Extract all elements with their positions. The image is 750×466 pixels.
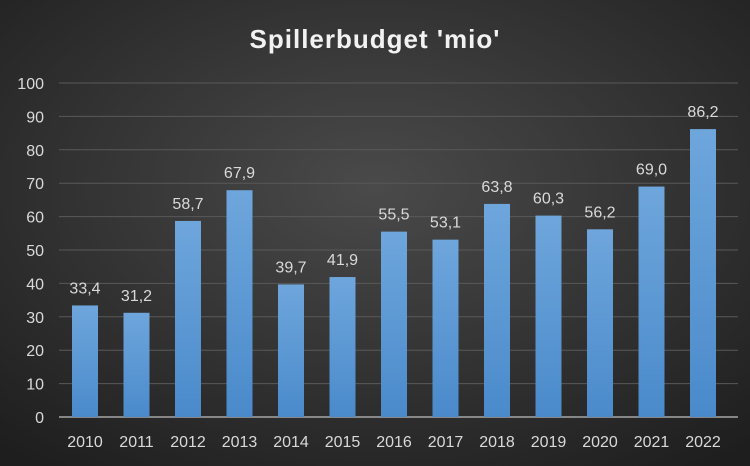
bar-2016 (381, 231, 407, 417)
bar-2015 (329, 277, 356, 417)
bar-2013 (226, 190, 253, 417)
data-label: 86,2 (687, 104, 718, 121)
y-tick-label: 30 (26, 310, 44, 327)
data-label: 69,0 (636, 162, 667, 179)
bar-2022 (690, 129, 716, 418)
x-tick-label: 2022 (685, 434, 721, 451)
bar-2010 (72, 305, 98, 417)
y-tick-label: 90 (26, 109, 44, 126)
x-tick-label: 2021 (634, 434, 670, 451)
data-label: 63,8 (481, 179, 512, 196)
bar-2020 (587, 229, 613, 417)
bar-2019 (535, 215, 562, 417)
x-tick-label: 2014 (273, 434, 309, 451)
data-label: 41,9 (327, 252, 358, 269)
x-tick-label: 2015 (325, 434, 361, 451)
data-label: 39,7 (275, 259, 306, 276)
bar-2021 (638, 186, 665, 417)
y-tick-label: 40 (26, 276, 44, 293)
x-tick-label: 2013 (222, 434, 258, 451)
y-tick-label: 80 (26, 143, 44, 160)
x-tick-label: 2010 (67, 434, 103, 451)
data-label: 55,5 (378, 207, 409, 224)
x-tick-label: 2019 (531, 434, 567, 451)
bar-2011 (123, 312, 150, 417)
data-label: 53,1 (430, 215, 461, 232)
data-label: 58,7 (172, 196, 203, 213)
bar-2017 (432, 239, 459, 417)
x-tick-label: 2020 (582, 434, 618, 451)
x-tick-label: 2017 (428, 434, 464, 451)
x-tick-label: 2011 (119, 434, 154, 451)
y-tick-label: 0 (35, 410, 44, 427)
bar-2018 (484, 203, 510, 417)
y-tick-label: 70 (26, 176, 44, 193)
data-label: 33,4 (69, 280, 100, 297)
bar-2012 (175, 220, 201, 417)
y-tick-label: 20 (26, 343, 44, 360)
data-label: 56,2 (584, 204, 615, 221)
x-tick-label: 2018 (479, 434, 515, 451)
y-tick-label: 60 (26, 210, 44, 227)
data-label: 31,2 (121, 288, 152, 305)
x-tick-label: 2016 (376, 434, 412, 451)
y-tick-label: 10 (26, 377, 44, 394)
bar-2014 (278, 284, 304, 417)
x-tick-label: 2012 (170, 434, 206, 451)
chart-title: Spillerbudget 'mio' (250, 24, 501, 54)
data-label: 67,9 (224, 165, 255, 182)
data-label: 60,3 (533, 191, 564, 208)
y-tick-label: 100 (17, 76, 44, 93)
y-tick-label: 50 (26, 243, 44, 260)
